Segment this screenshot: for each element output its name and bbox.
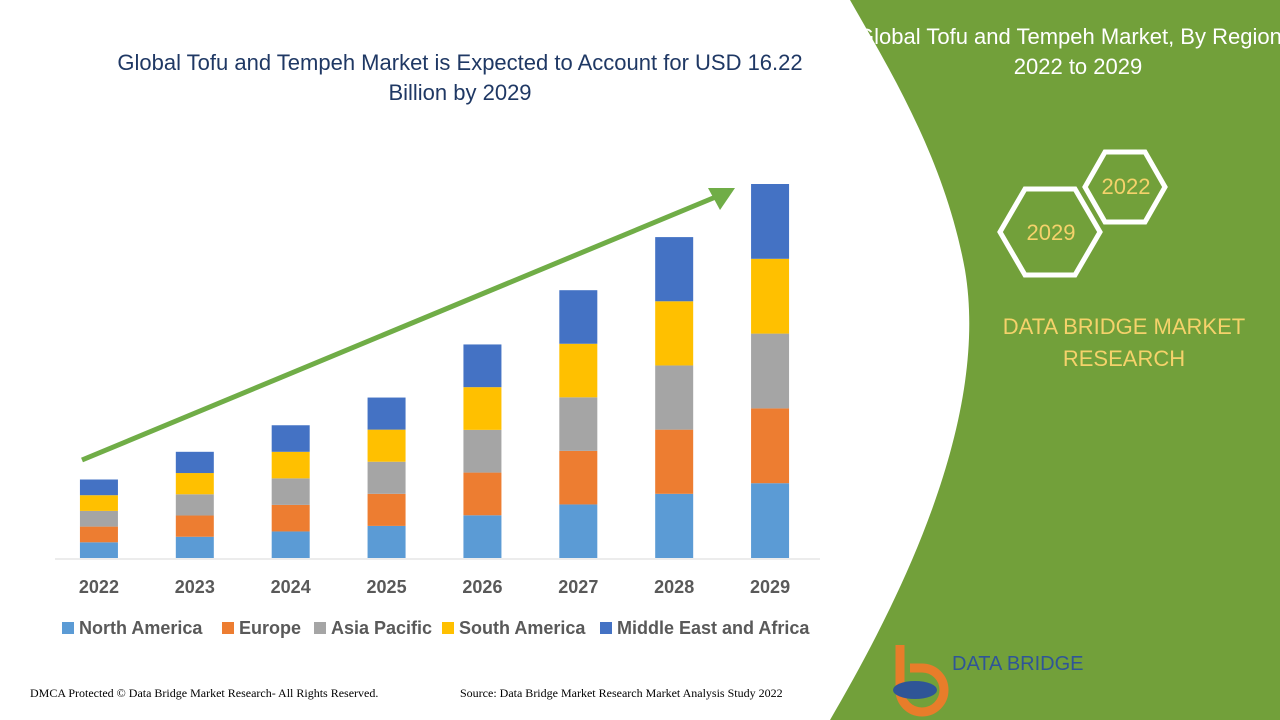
bar-segment [463, 387, 502, 430]
bar-segment [367, 493, 406, 526]
bar-segment [271, 531, 310, 558]
x-tick-label: 2024 [271, 577, 311, 597]
footer-right: Source: Data Bridge Market Research Mark… [460, 686, 783, 700]
bar-segment [559, 343, 598, 398]
bar-segment [79, 510, 118, 527]
bar-segment [271, 504, 310, 532]
bar-segment [655, 429, 694, 494]
legend-swatch [222, 622, 234, 634]
bar-segment [751, 408, 790, 484]
bar-segment [367, 461, 406, 494]
x-tick-label: 2022 [79, 577, 119, 597]
bar-segment [79, 495, 118, 511]
brand: DATA BRIDGE MARKET RESEARCH [1003, 314, 1245, 371]
bar-segment [175, 494, 214, 516]
bar-segment [79, 542, 118, 558]
x-tick-label: 2027 [558, 577, 598, 597]
legend-label: Europe [239, 618, 301, 638]
bar-segment [559, 504, 598, 558]
panel-title: Global Tofu and Tempeh Market, By Region… [857, 24, 1280, 79]
legend-label: Middle East and Africa [617, 618, 810, 638]
legend-label: Asia Pacific [331, 618, 432, 638]
bar-segment [751, 258, 790, 334]
bar-segment [367, 397, 406, 430]
legend-swatch [600, 622, 612, 634]
trend-arrow [81, 193, 719, 463]
bar-segment [463, 472, 502, 516]
bar-segment [79, 479, 118, 496]
bar-segment [655, 237, 694, 302]
bar-segment [175, 451, 214, 474]
legend-label: South America [459, 618, 586, 638]
bar-segment [751, 184, 790, 259]
footer-left: DMCA Protected © Data Bridge Market Rese… [30, 686, 378, 700]
x-tick-label: 2025 [367, 577, 407, 597]
legend-swatch [442, 622, 454, 634]
hexagon [997, 186, 1103, 278]
legend-swatch [62, 622, 74, 634]
chart: 2022 2023 2024 2025 2026 2027 2028 2029 North Am… [62, 184, 810, 638]
bar-segment [559, 397, 598, 451]
hex-label: 2022 [1102, 174, 1151, 199]
bar-segment [463, 429, 502, 473]
bar-segment [175, 536, 214, 558]
bar-segment [655, 301, 694, 366]
bar-segment [271, 425, 310, 452]
legend-swatch [314, 622, 326, 634]
hexagon [1082, 149, 1168, 225]
bar-segment [175, 473, 214, 495]
bar-segment [271, 478, 310, 505]
legend-label: North America [79, 618, 203, 638]
x-tick-label: 2023 [175, 577, 215, 597]
x-tick-label: 2028 [654, 577, 694, 597]
bar-segment [175, 515, 214, 537]
bar-segment [367, 525, 406, 558]
bar-segment [559, 450, 598, 505]
arrow-head [708, 188, 735, 210]
chart-title: Global Tofu and Tempeh Market is Expecte… [117, 50, 802, 105]
bar-segment [655, 365, 694, 430]
bar-segment [271, 451, 310, 479]
hex-label: 2029 [1027, 220, 1076, 245]
bar-segment [751, 333, 790, 409]
bar-segment [463, 515, 502, 558]
bar-segment [559, 290, 598, 344]
bar-segment [79, 526, 118, 543]
logo: DATA BRIDGE [893, 645, 1084, 717]
x-tick-label: 2026 [462, 577, 502, 597]
x-tick-label: 2029 [750, 577, 790, 597]
logo-text: DATA BRIDGE [952, 653, 1084, 675]
bar-segment [751, 483, 790, 558]
side-panel [830, 0, 1280, 720]
bar-segment [367, 429, 406, 462]
bar-segment [463, 344, 502, 388]
bar-segment [655, 493, 694, 558]
